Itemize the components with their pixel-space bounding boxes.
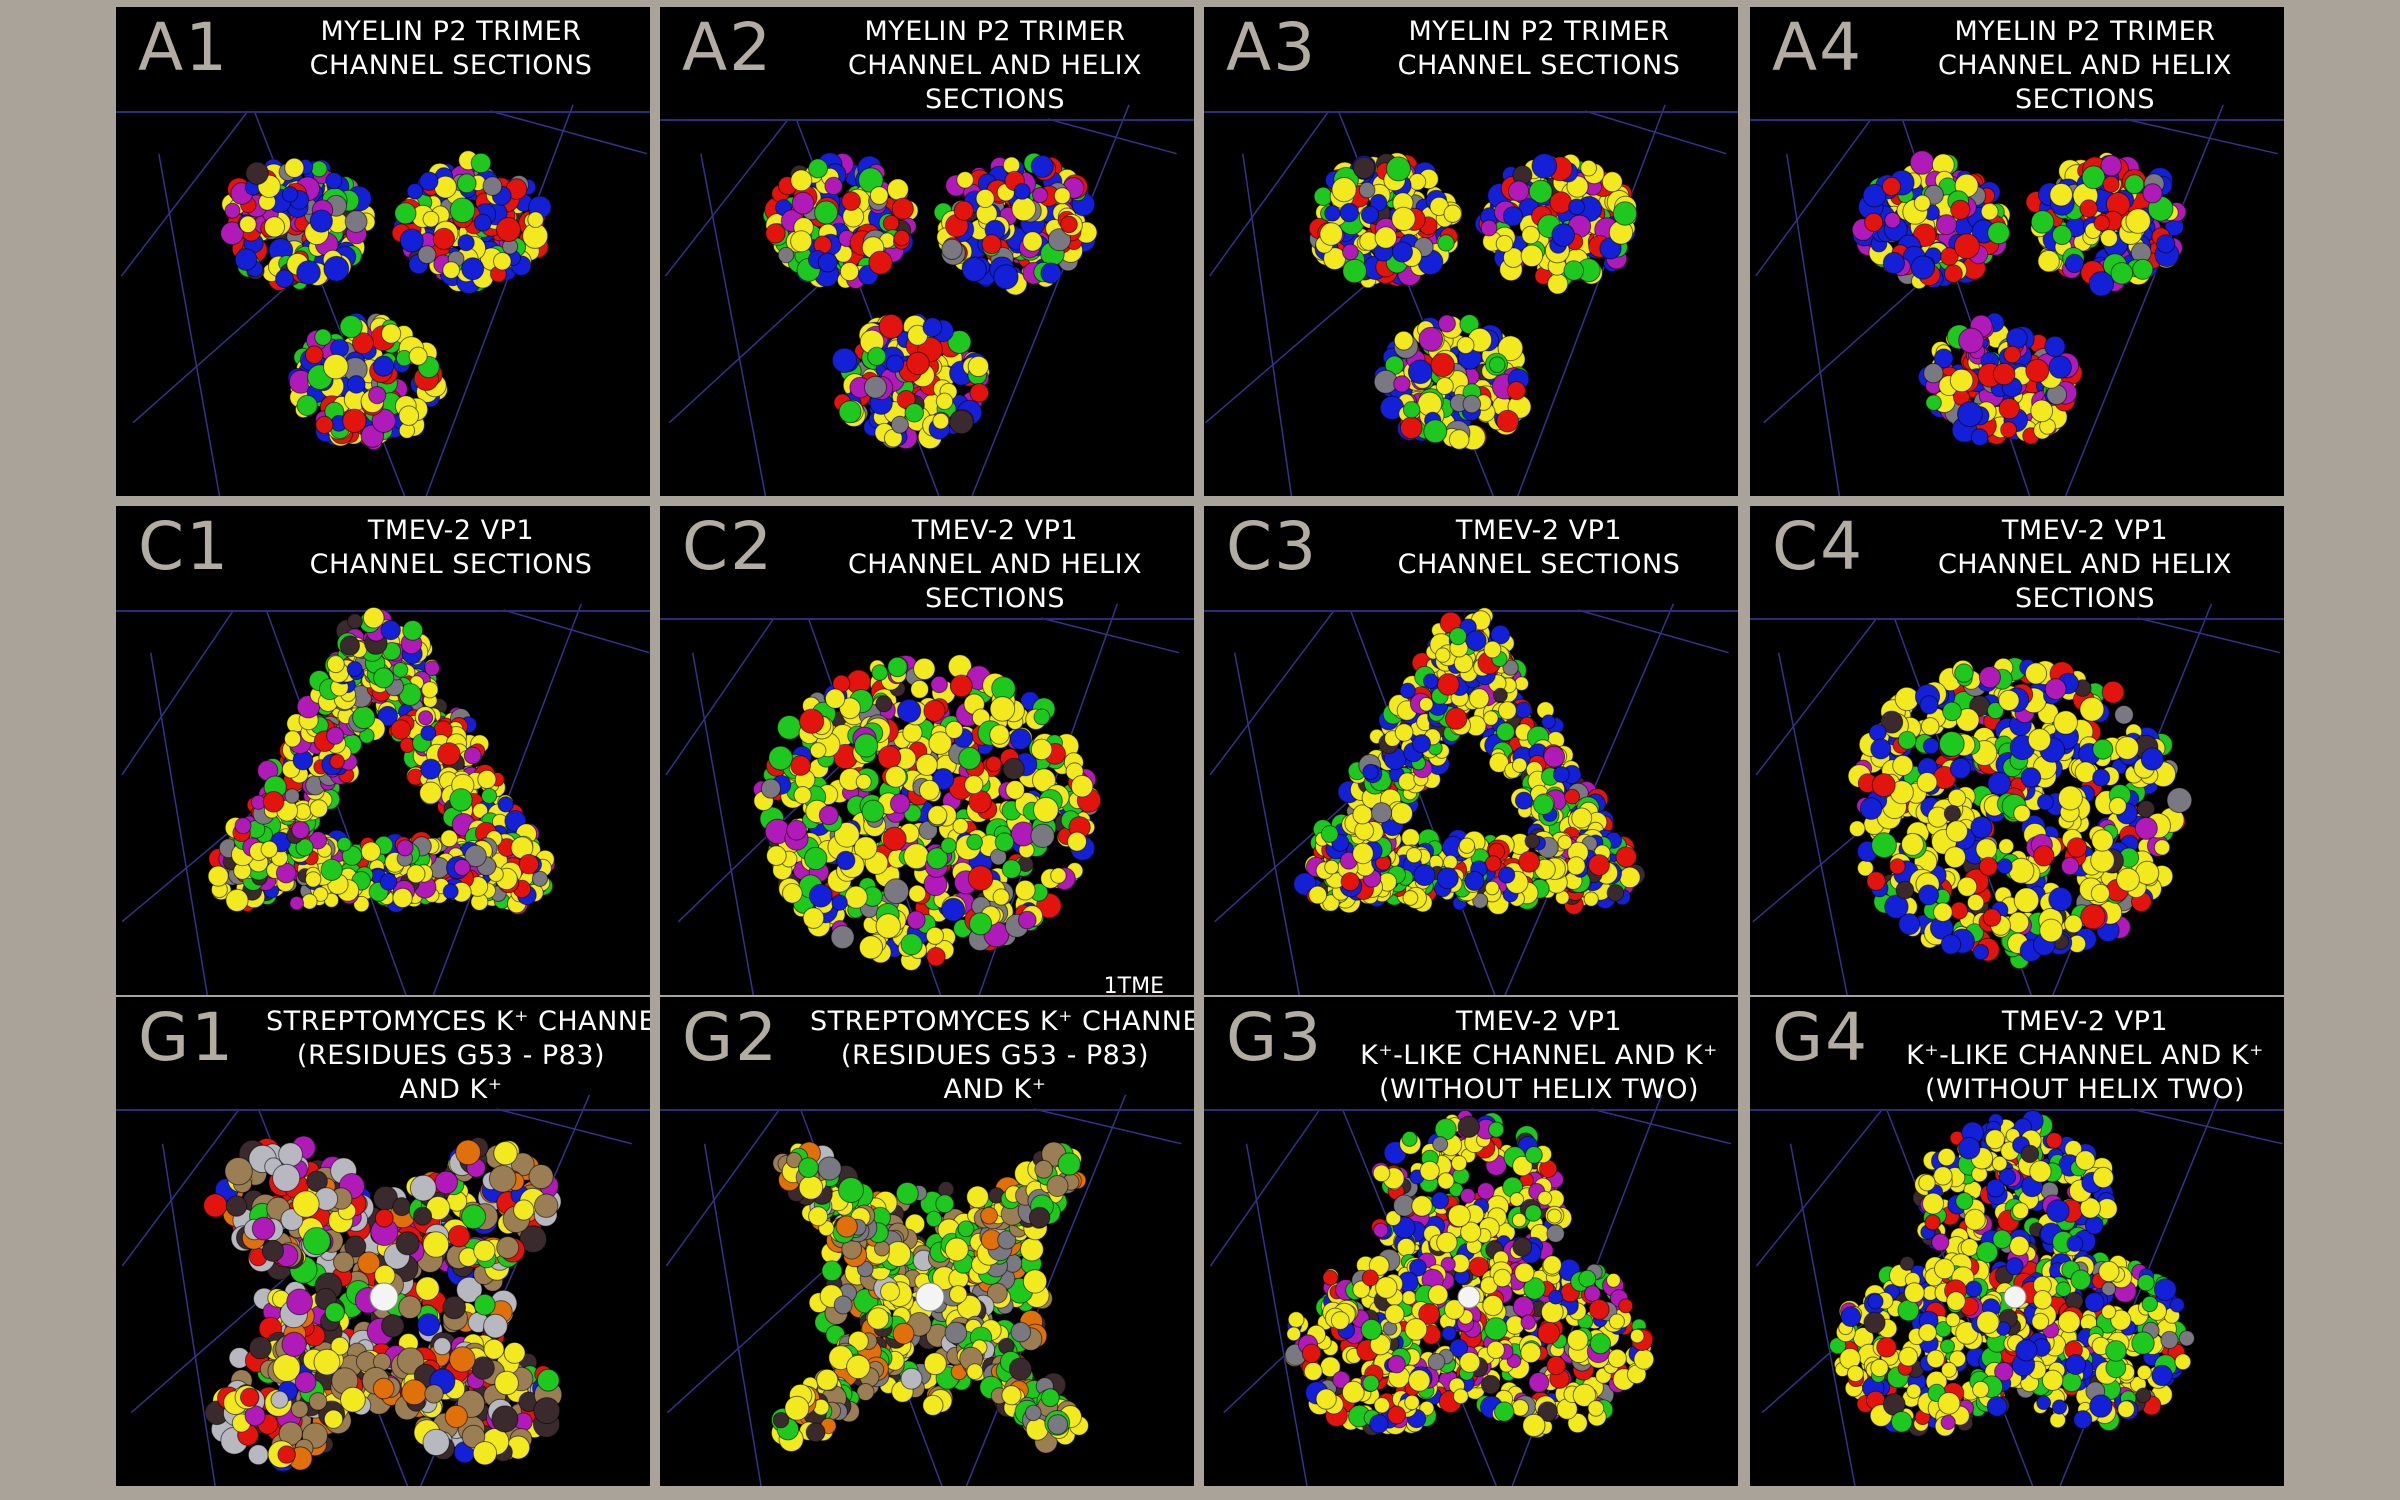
panel-title-line: CHANNEL SECTIONS xyxy=(1397,50,1681,81)
header-divider xyxy=(1204,1109,1738,1111)
pdb-code-note: 1TME xyxy=(1103,974,1164,995)
panel-title-line: TMEV-2 VP1 xyxy=(367,515,535,546)
potassium-ion xyxy=(2003,1285,2027,1309)
header-divider xyxy=(1204,610,1738,612)
panel-title-line: (RESIDUES G53 - P83) xyxy=(840,1040,1150,1071)
molecule-model xyxy=(1293,607,1646,915)
header-divider xyxy=(116,111,650,113)
header-divider xyxy=(1750,618,2284,620)
panel-title-line: SECTIONS xyxy=(924,583,1066,614)
panel-title: MYELIN P2 TRIMER CHANNEL SECTIONS xyxy=(266,15,636,83)
panel-title: STREPTOMYCES K⁺ CHANNEL (RESIDUES G53 - P… xyxy=(266,1005,650,1107)
header-divider xyxy=(660,119,1194,121)
panel-title-line: (WITHOUT HELIX TWO) xyxy=(1925,1074,2245,1105)
panel-g1: G1 STREPTOMYCES K⁺ CHANNEL (RESIDUES G53 -… xyxy=(116,997,650,1486)
panel-title-line: TMEV-2 VP1 xyxy=(2001,1006,2169,1037)
molecule-model xyxy=(1829,1109,2195,1437)
panel-title-line: MYELIN P2 TRIMER xyxy=(320,16,582,47)
panel-title-line: AND K⁺ xyxy=(399,1074,503,1105)
panel-c1: C1 TMEV-2 VP1 CHANNEL SECTIONS xyxy=(116,506,650,995)
panel-g4: G4 TMEV-2 VP1 K⁺-LIKE CHANNEL AND K⁺ (WITHO… xyxy=(1750,997,2284,1486)
panel-label: C3 xyxy=(1226,508,1319,585)
figure-grid: A1 MYELIN P2 TRIMER CHANNEL SECTIONS A2 MYEL… xyxy=(116,7,2284,1495)
molecule-model xyxy=(207,606,556,915)
panel-title: TMEV-2 VP1 CHANNEL AND HELIX SECTIONS xyxy=(810,514,1180,616)
panel-title: TMEV-2 VP1 K⁺-LIKE CHANNEL AND K⁺ (WITHOUT… xyxy=(1354,1005,1724,1107)
molecule-model xyxy=(220,150,552,451)
potassium-ion xyxy=(915,1282,945,1312)
molecule-model xyxy=(203,1135,563,1472)
molecule-model xyxy=(762,152,1098,450)
panel-title-line: (WITHOUT HELIX TWO) xyxy=(1379,1074,1699,1105)
panel-label: G3 xyxy=(1226,999,1324,1076)
header-divider xyxy=(1750,119,2284,121)
panel-c4: C4 TMEV-2 VP1 CHANNEL AND HELIX SECTIONS xyxy=(1750,506,2284,995)
panel-title: STREPTOMYCES K⁺ CHANNEL (RESIDUES G53 - P… xyxy=(810,1005,1194,1107)
header-divider xyxy=(1204,111,1738,113)
panel-title: MYELIN P2 TRIMER CHANNEL SECTIONS xyxy=(1354,15,1724,83)
panel-title-line: MYELIN P2 TRIMER xyxy=(864,16,1126,47)
panel-title-line: TMEV-2 VP1 xyxy=(2001,515,2169,546)
panel-title-line: (RESIDUES G53 - P83) xyxy=(296,1040,606,1071)
panel-title: TMEV-2 VP1 K⁺-LIKE CHANNEL AND K⁺ (WITHOUT… xyxy=(1900,1005,2270,1107)
panel-title-line: CHANNEL SECTIONS xyxy=(309,50,593,81)
panel-title-line: STREPTOMYCES K⁺ CHANNEL xyxy=(810,1006,1194,1037)
header-divider xyxy=(660,1109,1194,1111)
header-divider xyxy=(116,1109,650,1111)
header-divider xyxy=(1750,1109,2284,1111)
molecule-model xyxy=(752,654,1102,971)
panel-g2: G2 STREPTOMYCES K⁺ CHANNEL (RESIDUES G53 -… xyxy=(660,997,1194,1486)
panel-title-line: MYELIN P2 TRIMER xyxy=(1408,16,1670,47)
panel-title-line: STREPTOMYCES K⁺ CHANNEL xyxy=(266,1006,650,1037)
panel-title-line: SECTIONS xyxy=(2014,583,2156,614)
panel-title-line: CHANNEL SECTIONS xyxy=(309,549,593,580)
panel-label: A3 xyxy=(1226,9,1318,86)
panel-title-line: CHANNEL AND HELIX xyxy=(1937,549,2233,580)
molecule-model xyxy=(770,1141,1089,1454)
potassium-ion xyxy=(369,1282,399,1312)
potassium-ion xyxy=(1457,1285,1481,1309)
panel-c2: C2 TMEV-2 VP1 CHANNEL AND HELIX SECTIONS 1TM… xyxy=(660,506,1194,995)
panel-label: G2 xyxy=(682,999,780,1076)
panel-title: MYELIN P2 TRIMER CHANNEL AND HELIX SECTION… xyxy=(1900,15,2270,117)
panel-title: MYELIN P2 TRIMER CHANNEL AND HELIX SECTION… xyxy=(810,15,1180,117)
panel-title-line: CHANNEL AND HELIX xyxy=(1937,50,2233,81)
panel-title-line: TMEV-2 VP1 xyxy=(1455,515,1623,546)
panel-title: TMEV-2 VP1 CHANNEL AND HELIX SECTIONS xyxy=(1900,514,2270,616)
panel-g3: G3 TMEV-2 VP1 K⁺-LIKE CHANNEL AND K⁺ (WITHO… xyxy=(1204,997,1738,1486)
panel-title-line: SECTIONS xyxy=(2014,84,2156,115)
panel-a2: A2 MYELIN P2 TRIMER CHANNEL AND HELIX SECTI… xyxy=(660,7,1194,496)
panel-title-line: CHANNEL AND HELIX xyxy=(847,50,1143,81)
panel-label: G1 xyxy=(138,999,236,1076)
panel-title-line: AND K⁺ xyxy=(943,1074,1047,1105)
molecule-model xyxy=(1284,1109,1655,1439)
panel-title-line: TMEV-2 VP1 xyxy=(911,515,1079,546)
panel-a3: A3 MYELIN P2 TRIMER CHANNEL SECTIONS xyxy=(1204,7,1738,496)
panel-title-line: MYELIN P2 TRIMER xyxy=(1954,16,2216,47)
panel-label: A2 xyxy=(682,9,774,86)
panel-c3: C3 TMEV-2 VP1 CHANNEL SECTIONS xyxy=(1204,506,1738,995)
panel-title-line: K⁺-LIKE CHANNEL AND K⁺ xyxy=(1906,1040,2264,1071)
panel-title-line: CHANNEL AND HELIX xyxy=(847,549,1143,580)
molecule-model xyxy=(1847,657,2193,970)
panel-title-line: TMEV-2 VP1 xyxy=(1455,1006,1623,1037)
panel-title: TMEV-2 VP1 CHANNEL SECTIONS xyxy=(266,514,636,582)
panel-label: C2 xyxy=(682,508,775,585)
panel-a4: A4 MYELIN P2 TRIMER CHANNEL AND HELIX SECTI… xyxy=(1750,7,2284,496)
panel-label: C1 xyxy=(138,508,231,585)
panel-title-line: CHANNEL SECTIONS xyxy=(1397,549,1681,580)
panel-label: A1 xyxy=(138,9,230,86)
panel-title-line: SECTIONS xyxy=(924,84,1066,115)
panel-label: A4 xyxy=(1772,9,1864,86)
molecule-model xyxy=(1308,152,1638,451)
panel-title-line: K⁺-LIKE CHANNEL AND K⁺ xyxy=(1360,1040,1718,1071)
molecule-model xyxy=(1851,150,2187,447)
panel-a1: A1 MYELIN P2 TRIMER CHANNEL SECTIONS xyxy=(116,7,650,496)
panel-title: TMEV-2 VP1 CHANNEL SECTIONS xyxy=(1354,514,1724,582)
header-divider xyxy=(660,618,1194,620)
panel-label: C4 xyxy=(1772,508,1865,585)
panel-label: G4 xyxy=(1772,999,1870,1076)
